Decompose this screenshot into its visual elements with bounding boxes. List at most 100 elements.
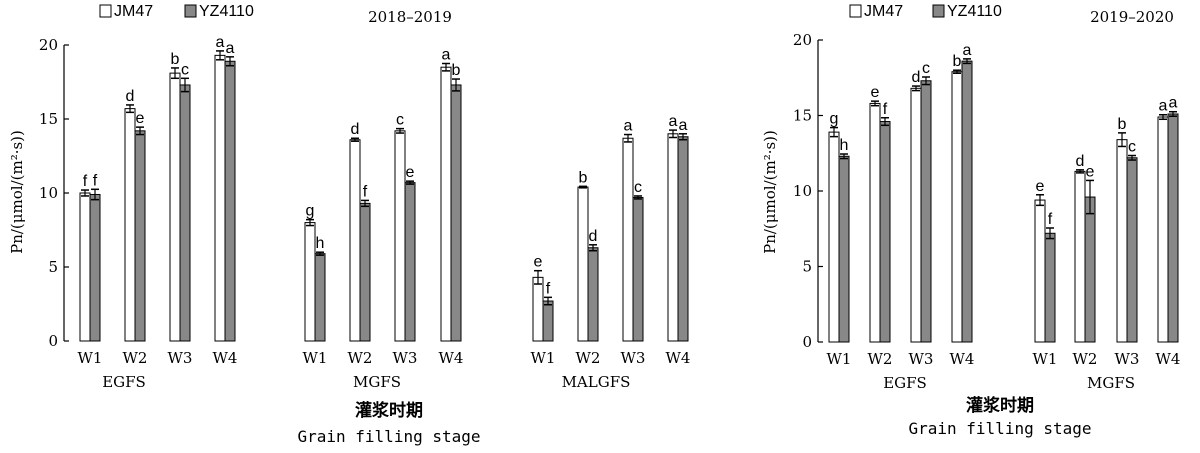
bar-jm47-egfs-w1 bbox=[79, 192, 91, 342]
significance-label: a bbox=[226, 40, 235, 57]
significance-label: d bbox=[1076, 153, 1085, 170]
legend: JM47 YZ4110 bbox=[849, 3, 1002, 20]
bar-jm47-mgfs-w1 bbox=[304, 222, 316, 342]
bar-jm47-egfs-w2 bbox=[869, 102, 881, 343]
x-tick-label: W4 bbox=[666, 349, 691, 367]
y-tick-label: 10 bbox=[39, 184, 58, 202]
bar-yz4110-mgfs-w4 bbox=[450, 84, 462, 342]
x-tick-label: W3 bbox=[621, 349, 646, 367]
x-tick-label: W3 bbox=[1115, 350, 1140, 368]
x-tick-label: W4 bbox=[213, 349, 238, 367]
legend-swatch-jm47 bbox=[99, 4, 112, 18]
bar-jm47-malgfs-w3 bbox=[622, 137, 634, 342]
bar-yz4110-mgfs-w1 bbox=[1044, 232, 1056, 343]
x-tick-label: W2 bbox=[1073, 350, 1098, 368]
significance-label: e bbox=[136, 110, 145, 127]
x-tick-label: W4 bbox=[1156, 350, 1181, 368]
x-tick-label: W1 bbox=[531, 349, 556, 367]
x-tick-label: W4 bbox=[439, 349, 464, 367]
x-tick-label: W2 bbox=[123, 349, 148, 367]
legend: JM47 YZ4110 bbox=[99, 3, 254, 20]
x-tick-label: W2 bbox=[348, 349, 373, 367]
significance-label: a bbox=[963, 42, 972, 59]
bar-yz4110-egfs-w2 bbox=[879, 121, 891, 343]
significance-label: f bbox=[883, 101, 888, 118]
x-axis-label-cn: 灌浆时期 bbox=[355, 400, 423, 421]
x-axis-label-en: Grain filling stage bbox=[908, 419, 1091, 438]
significance-label: h bbox=[316, 235, 325, 252]
bar-jm47-egfs-w1 bbox=[828, 131, 840, 343]
significance-label: f bbox=[363, 183, 368, 200]
significance-label: c bbox=[922, 60, 930, 77]
bar-jm47-mgfs-w2 bbox=[1074, 170, 1086, 343]
chart-panel-2: 0 5 10 15 20 Pn/(μmol/(m²·s)) JM47 YZ4110 2019–2… bbox=[761, 3, 1180, 438]
x-tick-label: W1 bbox=[78, 349, 103, 367]
chart-year-title: 2018–2019 bbox=[368, 8, 452, 26]
bar-yz4110-malgfs-w3 bbox=[632, 196, 644, 342]
significance-label: d bbox=[351, 121, 360, 138]
bar-jm47-egfs-w4 bbox=[214, 54, 226, 342]
bar-yz4110-malgfs-w4 bbox=[677, 136, 689, 342]
legend-label-yz4110: YZ4110 bbox=[199, 3, 254, 20]
y-tick-label: 5 bbox=[802, 258, 812, 276]
y-tick-label: 15 bbox=[39, 110, 58, 128]
bar-jm47-malgfs-w2 bbox=[577, 186, 589, 342]
legend-label-jm47: JM47 bbox=[864, 3, 903, 20]
bar-yz4110-egfs-w4 bbox=[961, 60, 973, 343]
bar-yz4110-mgfs-w2 bbox=[359, 202, 371, 342]
significance-label: b bbox=[1118, 116, 1127, 133]
significance-label: f bbox=[93, 172, 98, 189]
x-tick-label: W2 bbox=[868, 350, 893, 368]
legend-swatch-yz4110 bbox=[932, 4, 945, 18]
bar-yz4110-egfs-w1 bbox=[838, 155, 850, 343]
significance-label: a bbox=[216, 34, 225, 51]
significance-label: g bbox=[830, 111, 839, 128]
legend-label-jm47: JM47 bbox=[114, 3, 153, 20]
bar-jm47-malgfs-w1 bbox=[532, 276, 544, 342]
x-axis-label-cn: 灌浆时期 bbox=[966, 395, 1034, 416]
y-tick-label: 5 bbox=[48, 258, 58, 276]
bar-jm47-mgfs-w3 bbox=[1116, 139, 1128, 343]
significance-label: a bbox=[624, 118, 633, 135]
x-tick-label: W4 bbox=[950, 350, 975, 368]
significance-label: a bbox=[1169, 95, 1178, 112]
significance-label: a bbox=[679, 117, 688, 134]
bar-yz4110-malgfs-w1 bbox=[542, 300, 554, 342]
y-tick-label: 15 bbox=[793, 107, 812, 125]
bar-jm47-egfs-w2 bbox=[124, 108, 136, 342]
group-label: EGFS bbox=[102, 373, 146, 391]
bar-yz4110-mgfs-w4 bbox=[1167, 113, 1179, 343]
y-axis-label: Pn/(μmol/(m²·s)) bbox=[8, 130, 26, 254]
significance-label: b bbox=[953, 53, 962, 70]
legend-swatch-yz4110 bbox=[184, 4, 197, 18]
bar-yz4110-malgfs-w2 bbox=[587, 247, 599, 342]
bar-yz4110-mgfs-w3 bbox=[404, 182, 416, 342]
significance-label: d bbox=[912, 69, 921, 86]
group-label: MGFS bbox=[353, 373, 401, 391]
y-tick-label: 20 bbox=[39, 36, 58, 54]
bar-jm47-malgfs-w4 bbox=[667, 133, 679, 342]
bar-jm47-mgfs-w4 bbox=[1157, 116, 1169, 343]
significance-label: f bbox=[546, 280, 551, 297]
significance-label: a bbox=[1159, 98, 1168, 115]
bar-yz4110-mgfs-w2 bbox=[1084, 196, 1096, 343]
x-tick-label: W2 bbox=[576, 349, 601, 367]
y-axis-label: Pn/(μmol/(m²·s)) bbox=[761, 130, 779, 254]
bar-jm47-egfs-w3 bbox=[910, 87, 922, 343]
significance-label: d bbox=[589, 228, 598, 245]
bar-yz4110-egfs-w3 bbox=[920, 80, 932, 343]
x-tick-label: W1 bbox=[827, 350, 852, 368]
significance-label: c bbox=[1128, 139, 1136, 156]
y-tick-label: 0 bbox=[48, 332, 58, 350]
x-tick-label: W3 bbox=[168, 349, 193, 367]
significance-label: f bbox=[1048, 211, 1053, 228]
x-tick-label: W3 bbox=[909, 350, 934, 368]
bar-yz4110-egfs-w4 bbox=[224, 60, 236, 342]
significance-label: e bbox=[1036, 178, 1045, 195]
significance-label: e bbox=[406, 164, 415, 181]
significance-label: e bbox=[1086, 163, 1095, 180]
x-tick-label: W1 bbox=[303, 349, 328, 367]
bar-jm47-egfs-w3 bbox=[169, 72, 181, 342]
group-label: MGFS bbox=[1087, 374, 1135, 392]
